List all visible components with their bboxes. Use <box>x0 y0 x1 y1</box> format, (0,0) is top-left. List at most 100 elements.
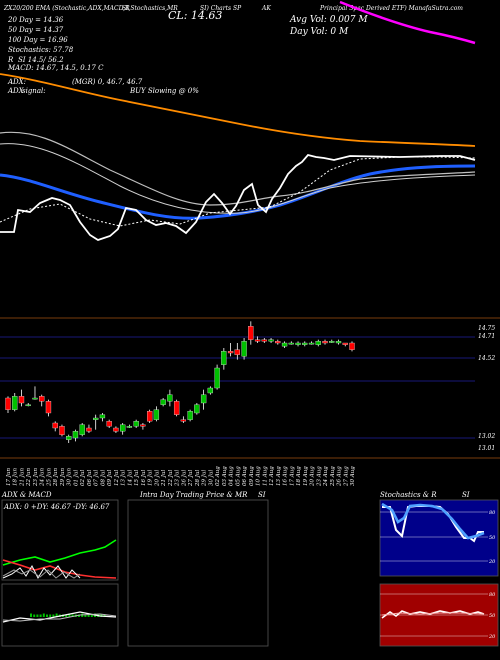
stoch-panel-frame <box>379 499 499 577</box>
stoch-axis-50: 50 <box>489 535 496 541</box>
candle-body <box>180 419 187 422</box>
candle-body <box>302 342 308 345</box>
candle-body <box>140 424 146 427</box>
date-tick-label: 24 Aug <box>323 466 329 487</box>
candle-body <box>248 326 254 340</box>
candle-body <box>315 341 321 345</box>
date-tick-label: 09 Jul <box>107 470 113 486</box>
date-tick-label: 13 Jul <box>121 470 127 486</box>
date-tick-label: 19 Aug <box>303 466 309 486</box>
date-tick-label: 26 Jul <box>181 470 187 487</box>
date-tick-label: 27 Aug <box>343 466 349 487</box>
rsi-axis-80: 80 <box>489 592 496 598</box>
macd-histogram-bar <box>42 613 45 617</box>
sma-50-line <box>0 143 476 214</box>
adx-macd-panel: ADX & MACD ADX: 0 +DY: 46.67 -DY: 46.67 <box>1 491 119 647</box>
price-tick-1: 14.75 <box>478 325 495 332</box>
date-tick-label: 22 Jul <box>168 470 174 487</box>
candle-body <box>308 342 315 345</box>
adx-line-1-label: ADX: <box>7 78 26 86</box>
stoch-panel-title: Stochastics & R <box>380 491 437 499</box>
date-tick-label: 30 Jun <box>67 468 73 486</box>
adx-red-line <box>2 559 117 579</box>
candle-body <box>288 342 294 345</box>
date-tick-label: 06 Jul <box>87 470 93 486</box>
candle-body <box>113 427 119 432</box>
date-tick-label: 09 Aug <box>249 466 255 486</box>
candle-body <box>18 396 25 404</box>
adx-panel-values: ADX: 0 +DY: 46.67 -DY: 46.67 <box>3 503 110 511</box>
date-tick-label: 07 Jul <box>94 470 100 486</box>
intraday-panel-title: Intra Day Trading Price & MR <box>139 491 248 499</box>
date-tick-label: 18 Jun <box>13 468 19 486</box>
candle-body <box>254 339 261 342</box>
date-tick-label: 23 Aug <box>316 466 322 487</box>
date-tick-label: 16 Aug <box>283 466 289 486</box>
adx-panel-frame <box>1 499 119 581</box>
ema-100-line <box>0 73 476 147</box>
macd-histogram-bar <box>36 614 39 617</box>
ema-50-line <box>0 164 476 220</box>
candle-body <box>207 387 214 394</box>
stoch-k-line <box>382 505 484 543</box>
day-volume-label: Day Vol: 0 M <box>289 27 349 37</box>
macd-histogram-bar <box>49 614 52 617</box>
candle-body <box>99 414 106 419</box>
intraday-panel-title-suffix: SI <box>258 491 266 499</box>
stoch-panel-title-suffix: SI <box>462 491 470 499</box>
date-tick-label: 25 Aug <box>330 466 336 487</box>
macd-histogram-bar <box>33 614 36 617</box>
date-tick-label: 18 Aug <box>296 466 302 486</box>
macd-histogram-bar <box>65 614 68 617</box>
macd-histogram-bar <box>71 614 74 617</box>
adx-line-2-signal: signal: <box>22 87 46 95</box>
date-tick-label: 20 Aug <box>310 466 316 487</box>
candle-body <box>200 394 207 404</box>
date-tick-label: 12 Jul <box>114 470 120 486</box>
candle-body <box>59 426 65 435</box>
candle-body <box>167 394 173 402</box>
candle-body <box>12 396 18 410</box>
date-tick-label: 14 Jul <box>127 470 133 486</box>
date-tick-label: 23 Jun <box>33 468 39 487</box>
macd-histogram-bar <box>84 614 87 617</box>
date-tick-label: 26 Aug <box>337 466 343 487</box>
candle-body <box>281 342 288 347</box>
candle-body <box>214 367 220 389</box>
adx-grey-line <box>2 569 81 579</box>
macd-histogram-bar <box>90 614 93 617</box>
date-tick-label: 02 Aug <box>215 466 221 486</box>
macd-signal-line <box>2 613 117 622</box>
candle-body <box>146 411 153 422</box>
macd-histogram-bar <box>55 613 58 617</box>
sma-20-line <box>0 131 476 206</box>
adx-line-2-value: BUY Slowing @ 0% <box>129 87 199 95</box>
adx-panel-title: ADX & MACD <box>1 491 52 499</box>
rsi-label-r: R <box>7 56 14 64</box>
macd-histogram-bar <box>52 614 55 617</box>
candle-body <box>221 351 227 365</box>
date-tick-label: 12 Aug <box>269 466 275 486</box>
macd-histogram-bar <box>39 614 42 617</box>
stoch-axis-80: 80 <box>489 510 496 516</box>
macd-histogram-bar <box>78 614 80 617</box>
date-tick-label: 11 Aug <box>262 466 268 486</box>
macd-line <box>2 611 117 623</box>
date-tick-label: 06 Aug <box>242 466 248 486</box>
date-tick-label: 15 Jul <box>134 470 140 486</box>
date-tick-label: 28 Jun <box>53 468 59 487</box>
date-tick-label: 29 Jun <box>60 468 66 487</box>
intraday-panel: Intra Day Trading Price & MR SI <box>127 491 269 647</box>
sma-20-label: 20 Day = 14.36 <box>7 16 64 24</box>
candle-body <box>160 399 166 405</box>
candle-body <box>241 341 247 357</box>
candle-body <box>153 409 160 420</box>
header-title-part-1: ZX20/200 EMA (Stochastic,ADX,MACD,R <box>3 5 130 12</box>
macd-label: MACD: 14.67, 14.5, 0.17 C <box>7 64 104 72</box>
candle-body <box>66 436 72 440</box>
date-tick-label: 29 Jul <box>202 470 208 487</box>
rsi-axis-20: 20 <box>488 634 496 640</box>
date-tick-label: 22 Jun <box>26 468 32 487</box>
date-tick-label: 27 Jul <box>188 470 194 487</box>
